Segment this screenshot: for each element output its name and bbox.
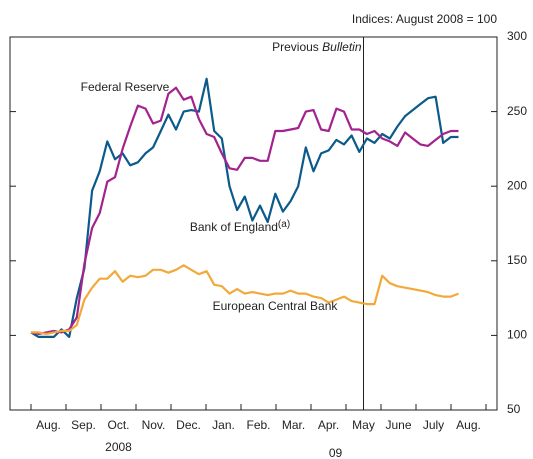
- x-tick-label: Sep.: [71, 418, 96, 432]
- x-tick-label: Aug.: [456, 418, 481, 432]
- x-tick-label: May: [352, 418, 375, 432]
- series-name: European Central Bank: [213, 299, 339, 313]
- series-label: Bank of England(a): [190, 219, 290, 235]
- x-tick-label: Mar.: [282, 418, 305, 432]
- marker-word: Previous: [272, 40, 319, 54]
- y-tick-label: 300: [507, 29, 527, 43]
- previous-bulletin-label: Previous Bulletin: [272, 40, 362, 54]
- y-tick-label: 50: [507, 402, 521, 416]
- x-tick-label: June: [385, 418, 411, 432]
- series-name: Bank of England: [190, 220, 278, 234]
- series-line: [31, 264, 459, 335]
- series-label: European Central Bank: [213, 299, 339, 313]
- chart-subtitle: Indices: August 2008 = 100: [352, 12, 497, 26]
- y-tick-label: 150: [507, 253, 527, 267]
- plot-frame: [9, 36, 498, 411]
- y-tick-label: 100: [507, 328, 527, 342]
- x-tick-label: July: [423, 418, 444, 432]
- series-line: [30, 77, 459, 338]
- x-tick-label: Oct.: [107, 418, 129, 432]
- y-tick-label: 250: [507, 104, 527, 118]
- x-tick-label: Jan.: [212, 418, 235, 432]
- marker-word: Bulletin: [322, 40, 362, 54]
- x-tick-label: Aug.: [36, 418, 61, 432]
- x-tick-label: Apr.: [318, 418, 339, 432]
- year-label: 2008: [105, 440, 132, 454]
- x-tick-label: Nov.: [142, 418, 166, 432]
- series-label: Federal Reserve: [81, 80, 170, 94]
- year-label: 09: [329, 446, 343, 459]
- series-note: (a): [278, 219, 290, 230]
- series-line: [30, 86, 459, 335]
- y-tick-label: 200: [507, 178, 527, 192]
- x-tick-label: Dec.: [176, 418, 201, 432]
- series-name: Federal Reserve: [81, 80, 170, 94]
- x-tick-label: Feb.: [246, 418, 270, 432]
